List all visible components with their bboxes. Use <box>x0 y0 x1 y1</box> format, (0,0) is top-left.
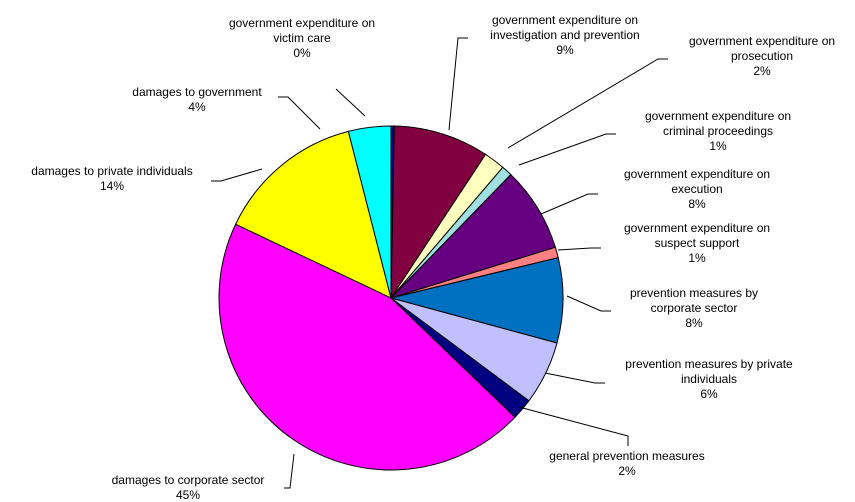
slice-label: government expenditure on prosecution 2% <box>689 34 835 78</box>
slice-name-label: investigation and prevention <box>490 28 639 42</box>
slice-percent-label: 4% <box>188 100 206 114</box>
slice-label: general prevention measures 2% <box>549 449 704 478</box>
slice-name-label: prosecution <box>731 49 793 63</box>
pie-slice <box>234 130 392 299</box>
leader-line <box>518 133 616 166</box>
pie-slices <box>218 125 564 471</box>
leader-line <box>211 168 263 182</box>
pie-slice <box>218 223 516 471</box>
slice-label: prevention measures by private individual… <box>625 357 793 401</box>
slice-label: government expenditure on victim care 0% <box>229 16 375 60</box>
slice-name-label: execution <box>671 182 722 196</box>
slice-label: damages to corporate sector 45% <box>112 473 265 502</box>
slice-name-label: government expenditure on <box>624 221 770 235</box>
slice-name-label: prevention measures by <box>630 286 758 300</box>
slice-name-label: damages to private individuals <box>31 164 192 178</box>
slice-name-label: government expenditure on <box>492 13 638 27</box>
slice-name-label: prevention measures by private <box>625 357 793 371</box>
slice-name-label: damages to government <box>132 85 262 99</box>
leader-line <box>278 96 321 130</box>
slice-label: damages to private individuals 14% <box>31 164 192 193</box>
slice-labels: government expenditure on victim care 0%go… <box>31 13 835 502</box>
slice-name-label: victim care <box>273 31 331 45</box>
slice-name-label: general prevention measures <box>549 449 704 463</box>
slice-percent-label: 8% <box>685 316 703 330</box>
pie-slice <box>390 125 487 300</box>
slice-percent-label: 2% <box>618 464 636 478</box>
slice-percent-label: 9% <box>556 43 574 57</box>
slice-label: government expenditure on investigation a… <box>490 13 639 57</box>
slice-name-label: individuals <box>681 372 737 386</box>
slice-percent-label: 14% <box>100 179 124 193</box>
slice-label: prevention measures by corporate sector 8% <box>630 286 758 330</box>
leader-line <box>335 88 366 117</box>
leader-line <box>448 37 468 131</box>
leader-line <box>518 406 629 446</box>
slice-name-label: government expenditure on <box>645 109 791 123</box>
slice-label: government expenditure on execution 8% <box>624 167 770 211</box>
slice-percent-label: 6% <box>700 387 718 401</box>
slice-label: government expenditure on suspect support… <box>624 221 770 265</box>
slice-name-label: corporate sector <box>651 301 738 315</box>
slice-percent-label: 0% <box>293 46 311 60</box>
slice-name-label: criminal proceedings <box>663 124 773 138</box>
slice-percent-label: 1% <box>709 139 727 153</box>
slice-label: damages to government 4% <box>132 85 262 114</box>
pie-slice <box>347 125 392 299</box>
leader-line <box>566 295 611 312</box>
slice-label: government expenditure on criminal procee… <box>645 109 791 153</box>
leader-line <box>544 372 605 384</box>
leader-line <box>284 453 295 489</box>
slice-percent-label: 2% <box>753 64 771 78</box>
slice-name-label: government expenditure on <box>624 167 770 181</box>
leader-line <box>557 247 601 251</box>
slice-percent-label: 1% <box>688 251 706 265</box>
slice-name-label: damages to corporate sector <box>112 473 265 487</box>
slice-percent-label: 8% <box>688 197 706 211</box>
slice-percent-label: 45% <box>176 488 200 502</box>
slice-name-label: government expenditure on <box>229 16 375 30</box>
leader-line <box>507 58 668 149</box>
slice-name-label: suspect support <box>655 236 740 250</box>
leader-lines <box>211 37 668 489</box>
leader-line <box>540 193 598 215</box>
slice-name-label: government expenditure on <box>689 34 835 48</box>
